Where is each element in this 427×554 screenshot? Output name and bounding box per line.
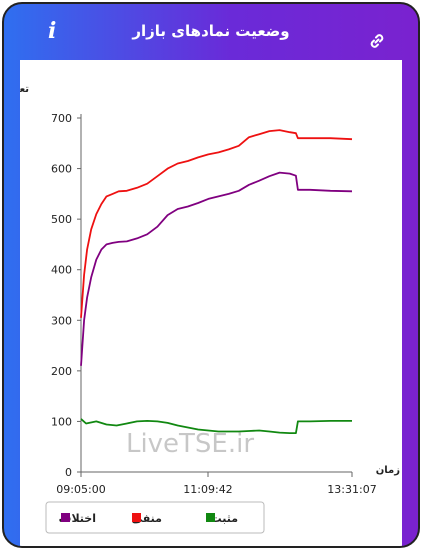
legend-box: [45, 501, 265, 534]
legend-label-positive: مثبت: [211, 512, 238, 525]
y-tick-label: 700: [51, 112, 72, 125]
series-line-mixed[interactable]: [80, 171, 353, 366]
y-axis-label: تعداد نماد: [20, 84, 29, 95]
widget-title: وضعیت نمادهای بازار: [132, 22, 290, 40]
chart-series: [80, 129, 353, 435]
market-chart: تعداد نماد زمان LiveTSE.ir 0 100 200 300 400…: [4, 84, 400, 534]
y-tick-label: 500: [51, 213, 72, 226]
series-line-negative[interactable]: [80, 129, 353, 318]
x-axis-label: زمان: [376, 465, 400, 476]
legend-item-positive[interactable]: مثبت: [206, 512, 238, 525]
x-tick-label: 09:05:00: [56, 483, 105, 496]
x-tick-label: 11:09:42: [183, 483, 232, 496]
widget-header: i وضعیت نمادهای بازار: [4, 4, 418, 60]
info-icon[interactable]: i: [48, 18, 57, 44]
y-tick-label: 300: [51, 314, 72, 327]
y-tick-label: 600: [51, 163, 72, 176]
legend-swatch-positive: [206, 513, 215, 522]
widget-frame: i وضعیت نمادهای بازار تعداد نماد زمان Li…: [2, 2, 420, 548]
y-tick-label: 100: [51, 415, 72, 428]
y-tick-label: 200: [51, 365, 72, 378]
legend-swatch-negative: [132, 513, 141, 522]
legend-item-mixed[interactable]: اختلاف: [59, 512, 96, 525]
y-tick-label: 400: [51, 264, 72, 277]
chart-panel: تعداد نماد زمان LiveTSE.ir 0 100 200 300 400…: [4, 60, 402, 546]
legend-swatch-mixed: [61, 513, 70, 522]
series-line-positive[interactable]: [80, 418, 352, 435]
x-tick-label: 13:31:07: [327, 483, 376, 496]
watermark: LiveTSE.ir: [126, 429, 254, 459]
link-icon[interactable]: [368, 32, 386, 50]
y-tick-label: 0: [65, 466, 72, 479]
chart-axes: 0 100 200 300 400 500 600 700 09:05:00 11:09:42 13…: [51, 112, 377, 496]
legend-item-negative[interactable]: منفی: [132, 512, 162, 525]
